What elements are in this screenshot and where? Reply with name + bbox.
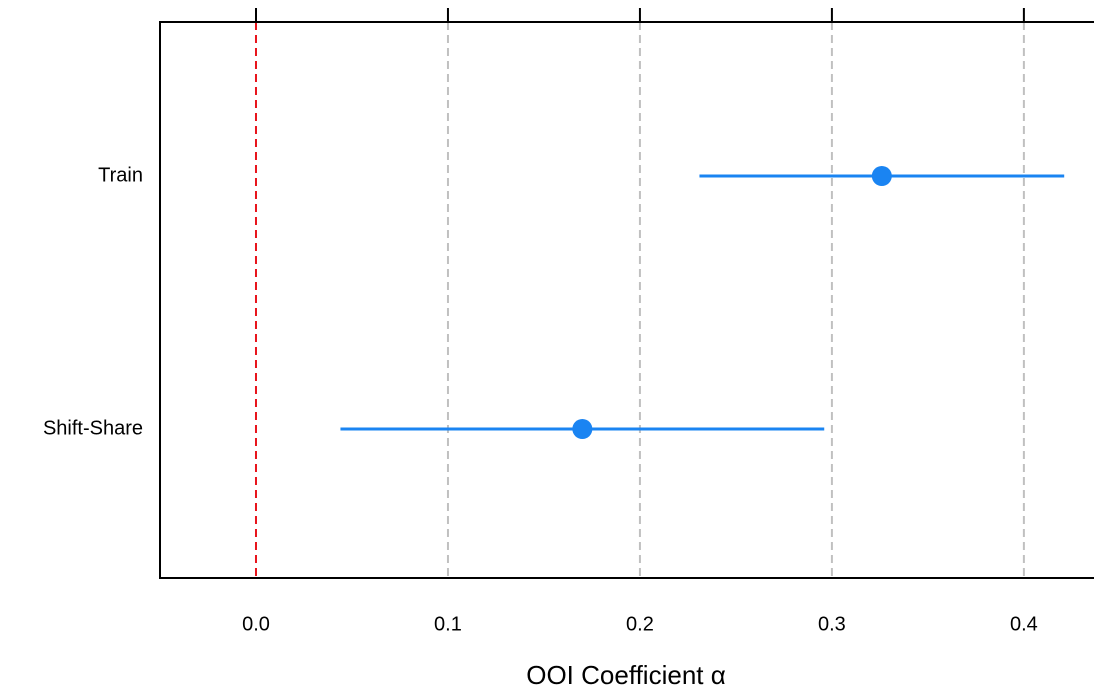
- plot-frame: [159, 21, 1094, 579]
- x-axis-label: OOI Coefficient α: [526, 660, 726, 690]
- point: [871, 166, 892, 186]
- x-tick-label: 0.3: [818, 613, 846, 635]
- point: [572, 419, 593, 439]
- y-tick-label: Shift-Share: [43, 417, 143, 439]
- x-tick-label: 0.2: [626, 613, 654, 635]
- x-tick-label: 0.0: [242, 613, 270, 635]
- x-tick-label: 0.1: [434, 613, 462, 635]
- x-tick-label: 0.4: [1010, 613, 1038, 635]
- y-tick-label: Train: [98, 164, 143, 186]
